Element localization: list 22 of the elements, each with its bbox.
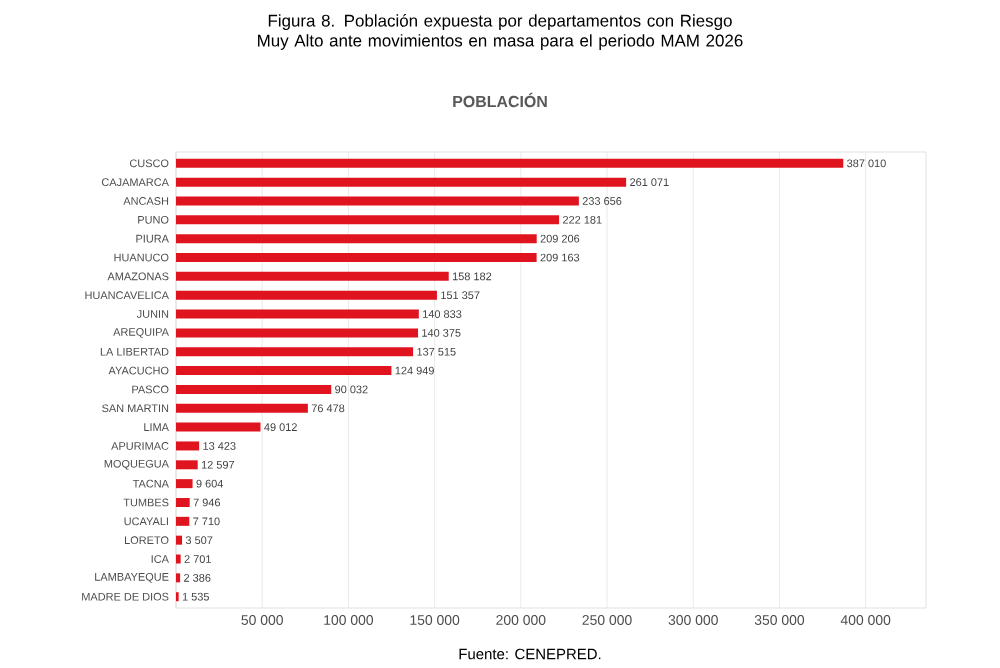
bar <box>176 516 190 526</box>
bar <box>176 347 414 357</box>
bar <box>176 460 198 470</box>
bar <box>176 177 627 187</box>
chart-title: Figura 8. Población expuesta por departamentos con Riesgo Muy Alto ante movimientos en masa para el periodo MAM 2026 <box>258 14 743 50</box>
bar <box>176 535 183 545</box>
bar <box>176 328 419 338</box>
bar <box>176 403 308 413</box>
bar <box>176 309 419 319</box>
bar <box>176 497 190 507</box>
bar <box>176 158 844 168</box>
bar <box>176 215 560 225</box>
bar <box>176 290 437 300</box>
bar <box>176 441 200 451</box>
bar <box>176 234 537 244</box>
bar <box>176 366 392 376</box>
bar <box>176 271 449 281</box>
bar <box>176 253 537 263</box>
bar <box>176 422 261 432</box>
bar <box>176 384 332 394</box>
bar <box>176 479 193 489</box>
bar <box>176 196 579 206</box>
